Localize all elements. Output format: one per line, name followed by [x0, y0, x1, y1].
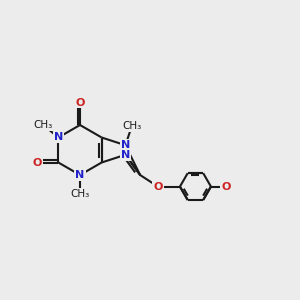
- Text: CH₃: CH₃: [70, 189, 90, 199]
- Text: O: O: [153, 182, 163, 192]
- Text: N: N: [54, 133, 63, 142]
- Text: N: N: [121, 140, 130, 150]
- Text: O: O: [32, 158, 42, 167]
- Text: N: N: [121, 150, 130, 160]
- Text: O: O: [75, 98, 85, 107]
- Text: CH₃: CH₃: [34, 120, 53, 130]
- Text: CH₃: CH₃: [122, 122, 141, 131]
- Text: N: N: [75, 170, 85, 180]
- Text: O: O: [221, 182, 231, 192]
